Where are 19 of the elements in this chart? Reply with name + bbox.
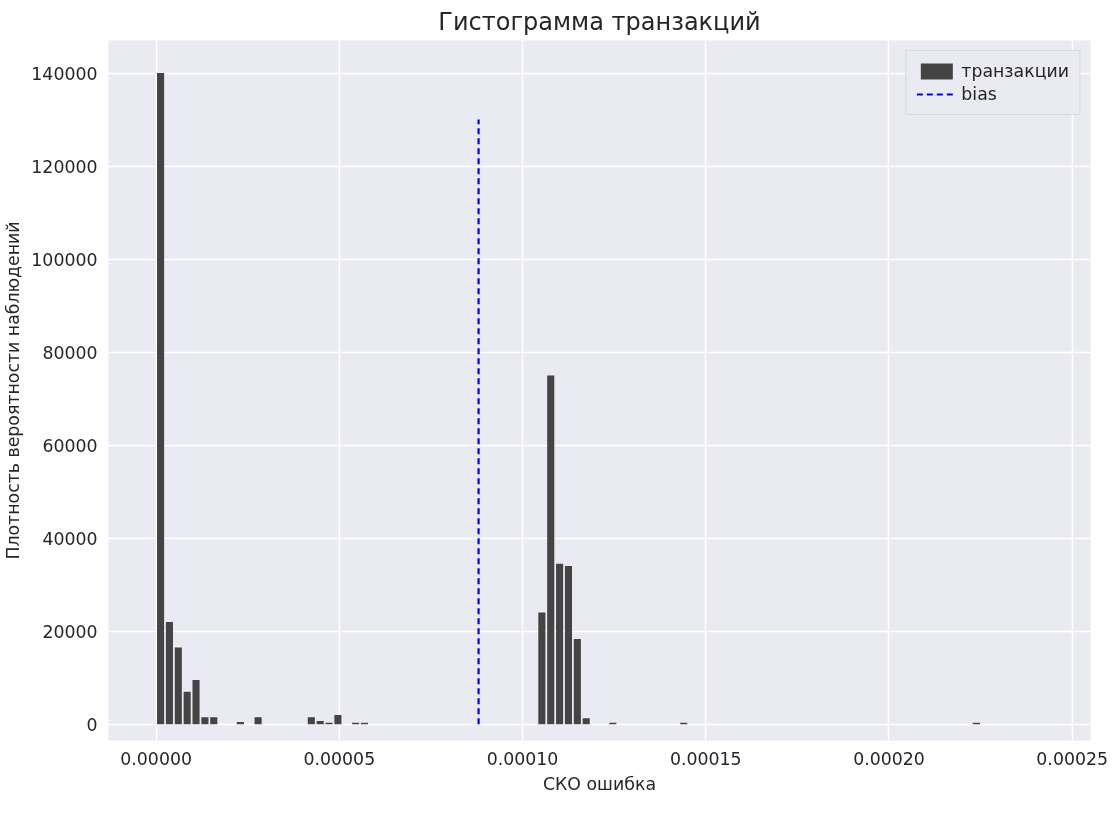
y-tick-label: 140000: [31, 63, 98, 84]
x-tick-label: 0.00025: [1036, 748, 1109, 769]
x-tick-label: 0.00020: [853, 748, 925, 769]
x-axis-title: СКО ошибка: [542, 773, 657, 794]
y-tick-label: 20000: [42, 621, 98, 642]
x-tick-label: 0.00005: [303, 748, 376, 769]
y-tick-label: 60000: [42, 435, 98, 456]
y-tick-label: 120000: [31, 156, 98, 177]
x-tick-label: 0.00015: [669, 748, 742, 769]
x-tick-label: 0.00000: [120, 748, 192, 769]
chart-title: Гистограмма транзакций: [438, 7, 761, 36]
y-tick-label: 80000: [42, 342, 98, 363]
x-tick-label: 0.00010: [486, 748, 559, 769]
y-tick-label: 100000: [31, 249, 98, 270]
legend-label: bias: [961, 84, 997, 104]
y-tick-label: 0: [86, 714, 98, 735]
y-axis-title: Плотность вероятности наблюдений: [3, 221, 24, 560]
y-tick-label: 40000: [42, 528, 98, 549]
legend-label: транзакции: [961, 61, 1069, 81]
